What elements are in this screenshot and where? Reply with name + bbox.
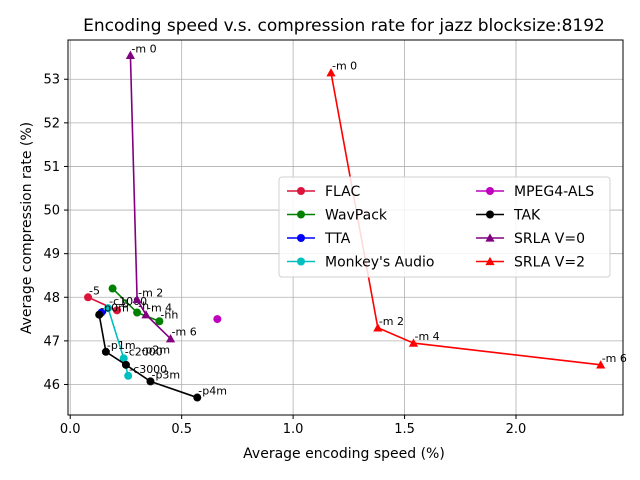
data-point — [104, 304, 113, 313]
legend-entry-monkey-s-audio: Monkey's Audio — [287, 255, 434, 271]
point-label: -m 6 — [172, 326, 197, 339]
legend-marker — [485, 233, 495, 242]
data-point — [95, 310, 104, 319]
legend-marker — [486, 210, 494, 219]
point-label: -h — [138, 300, 149, 313]
legend-label: WavPack — [325, 208, 388, 224]
point-label: -m 0 — [131, 42, 156, 55]
legend-marker — [297, 187, 305, 195]
point-label: -p4m — [198, 385, 227, 398]
point-label: -m 2 — [138, 286, 163, 299]
data-point — [373, 323, 383, 332]
x-axis: 0.0 0.5 1.0 1.5 2.0 — [60, 415, 526, 437]
series-mpeg4-als — [213, 315, 222, 324]
series-srla-v-0: -m 0 -m 2 -m 4-m 6 — [125, 42, 197, 343]
legend-label: TAK — [513, 208, 541, 224]
chart-title: Encoding speed v.s. compression rate for… — [83, 16, 605, 36]
data-point — [155, 317, 164, 326]
legend-entry-flac: FLAC — [287, 184, 361, 200]
y-axis-label: Average compression rate (%) — [19, 122, 35, 334]
y-tick-label: 51 — [43, 160, 60, 175]
legend-entry-tak: TAK — [476, 208, 541, 224]
point-label: -hh — [160, 308, 178, 321]
point-label: -m 6 — [602, 352, 627, 365]
data-point — [165, 334, 176, 343]
data-point — [108, 284, 117, 293]
data-point — [121, 360, 130, 369]
data-point — [326, 68, 336, 77]
legend-marker — [297, 257, 305, 266]
y-axis: 46 47 48 49 50 51 52 53 — [43, 73, 68, 393]
series-line — [87, 296, 118, 312]
x-tick-label: 0.5 — [171, 422, 192, 437]
data-point — [125, 50, 136, 59]
point-label: -m 4 — [414, 330, 439, 343]
data-point — [113, 306, 122, 315]
data-point — [84, 293, 93, 302]
data-point — [133, 308, 142, 317]
legend-marker — [486, 187, 494, 195]
annotation: -p2m — [141, 344, 170, 357]
data-point — [596, 360, 606, 369]
legend-label: MPEG4-ALS — [514, 184, 594, 200]
y-tick-label: 52 — [43, 116, 60, 131]
series-wavpack: -h -hh — [108, 284, 178, 326]
legend-marker — [485, 256, 495, 266]
x-tick-label: 0.0 — [60, 422, 81, 437]
y-tick-label: 46 — [43, 378, 60, 393]
legend-marker — [297, 234, 305, 242]
data-point — [141, 310, 151, 319]
point-label: -5 — [89, 284, 100, 297]
legend-entry-tta: TTA — [287, 231, 351, 247]
y-tick-label: 50 — [43, 204, 60, 219]
y-tick-label: 47 — [43, 334, 60, 349]
legend-label: SRLA V=2 — [514, 255, 585, 271]
y-tick-label: 48 — [43, 291, 60, 306]
legend-entry-srla-v-2: SRLA V=2 — [476, 255, 585, 271]
axes-frame — [67, 39, 624, 416]
legend-marker — [297, 210, 305, 219]
y-tick-label: 49 — [43, 247, 60, 262]
series-tak: -p0m -p1m -p3m -p4m — [95, 302, 227, 402]
legend: FLAC WavPack TTA Monkey's Audio MPEG4-ALS TAK… — [278, 176, 611, 278]
data-point — [408, 338, 419, 347]
point-label: -p1m — [107, 339, 136, 352]
legend-label: TTA — [324, 231, 351, 247]
series-line — [129, 55, 172, 340]
data-point — [119, 354, 128, 363]
legend-entry-srla-v-0: SRLA V=0 — [476, 231, 585, 247]
legend-entry-mpeg4-als: MPEG4-ALS — [476, 184, 594, 200]
series-flac: -5 -8 — [84, 284, 129, 315]
legend-label: SRLA V=0 — [514, 231, 585, 247]
legend-label: Monkey's Audio — [325, 255, 434, 271]
legend-entry-wavpack: WavPack — [287, 208, 388, 224]
x-tick-label: 1.5 — [394, 422, 415, 437]
data-point — [146, 377, 155, 386]
legend-box — [278, 176, 611, 278]
data-point — [193, 393, 202, 402]
legend-label: FLAC — [325, 184, 361, 200]
point-label: -p3m — [151, 368, 180, 381]
point-label: -m 0 — [332, 60, 357, 73]
data-point — [213, 315, 222, 324]
data-point — [132, 294, 142, 304]
x-axis-label: Average encoding speed (%) — [243, 446, 445, 462]
point-label: -8 — [118, 297, 129, 310]
y-tick-label: 53 — [43, 73, 60, 88]
x-tick-label: 1.0 — [283, 422, 304, 437]
data-point — [101, 347, 110, 356]
x-tick-label: 2.0 — [506, 422, 527, 437]
point-label: -m 4 — [147, 302, 172, 315]
data-point — [124, 371, 133, 380]
point-label: -p0m — [100, 302, 129, 315]
point-label: -m 2 — [379, 315, 404, 328]
point-label: -c2000 — [125, 345, 163, 358]
